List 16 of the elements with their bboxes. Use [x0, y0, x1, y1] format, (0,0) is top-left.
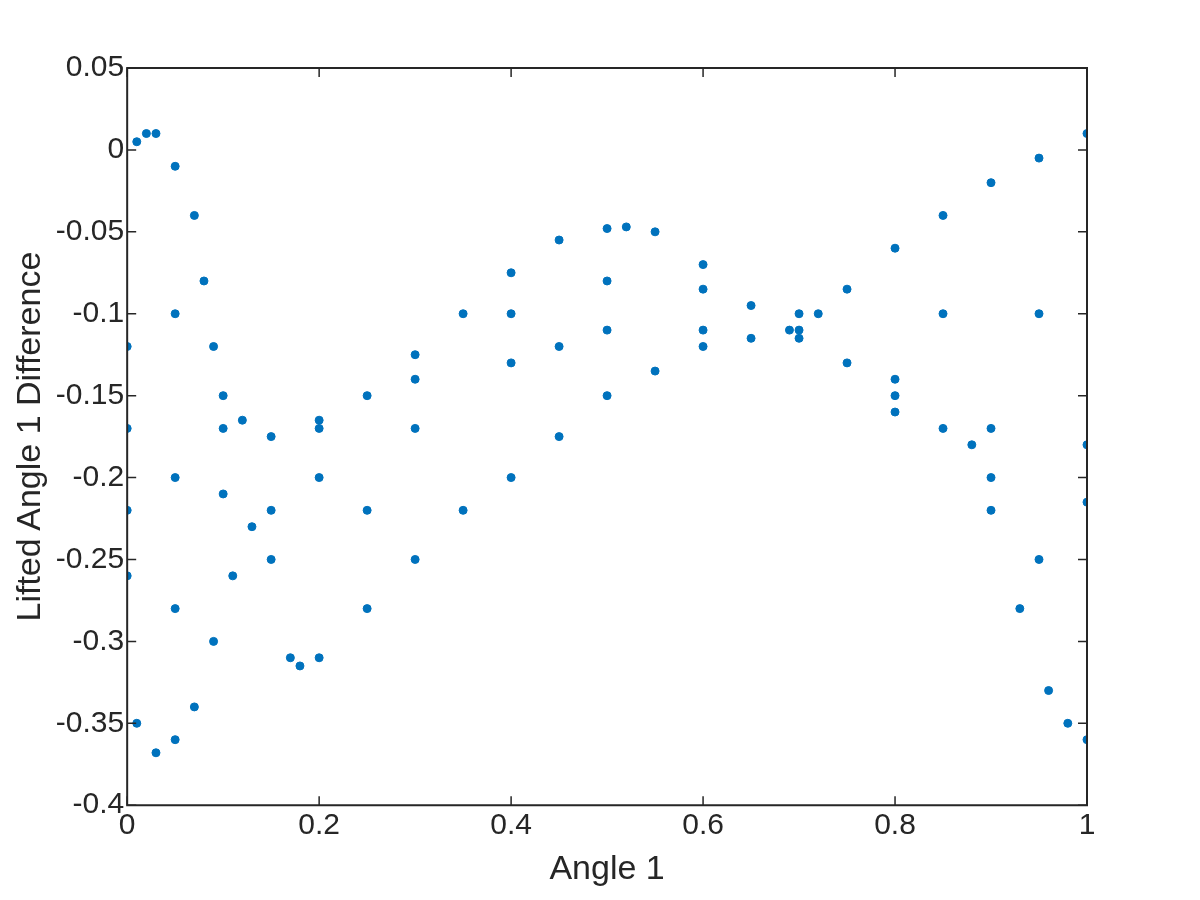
y-tick-label: -0.3 — [72, 622, 125, 656]
x-tick-label: 1 — [1078, 807, 1096, 841]
x-tick-label: 0.6 — [682, 807, 724, 841]
y-tick-label: -0.1 — [72, 295, 125, 328]
y-tick-label: -0.05 — [55, 213, 125, 247]
y-tick-label: -0.35 — [55, 704, 125, 738]
y-tick-label: 0.05 — [65, 49, 125, 83]
x-tick-label: 0.4 — [490, 807, 532, 841]
x-tick-label: 0.2 — [298, 807, 340, 841]
y-axis-title: Lifted Angle 1 Difference — [8, 251, 47, 622]
y-tick-label: 0 — [107, 131, 125, 165]
y-tick-label: -0.25 — [55, 540, 125, 574]
x-tick-label: 0.8 — [874, 807, 916, 841]
x-axis-title: Angle 1 — [549, 847, 665, 886]
y-tick-label: -0.2 — [72, 458, 125, 492]
y-tick-label: -0.15 — [55, 376, 125, 410]
